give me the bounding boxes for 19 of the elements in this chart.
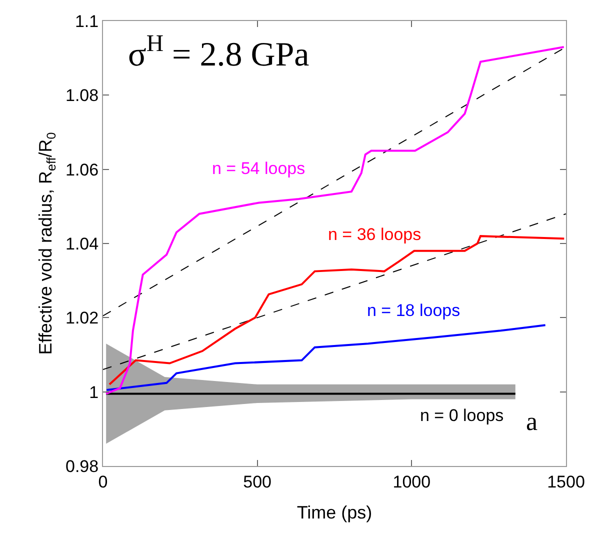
y-tick-label: 1.04 <box>66 234 99 254</box>
x-axis-title: Time (ps) <box>296 502 372 522</box>
y-tick-label: 1.02 <box>66 308 99 328</box>
y-tick-label: 1.06 <box>66 160 99 180</box>
line-series <box>106 324 546 391</box>
series-label: n = 36 loops <box>328 225 422 244</box>
series-label: n = 0 loops <box>420 406 504 425</box>
annotation: σ$^{H}$ = 2.8 GPa <box>128 31 310 74</box>
y-tick-label: 1.1 <box>74 12 99 31</box>
x-tick-label: 0 <box>98 472 108 492</box>
series-label: n = 54 loops <box>212 159 306 178</box>
y-tick-label: 1 <box>89 382 99 402</box>
x-tick-label: 1000 <box>392 472 431 492</box>
annotation: a <box>526 407 538 436</box>
x-tick-label: 500 <box>243 472 272 492</box>
series-label: n = 18 loops <box>367 301 460 320</box>
y-tick-label: 0.98 <box>66 456 99 476</box>
y-tick-label: 1.08 <box>66 86 99 106</box>
x-tick-label: 1500 <box>547 472 585 492</box>
